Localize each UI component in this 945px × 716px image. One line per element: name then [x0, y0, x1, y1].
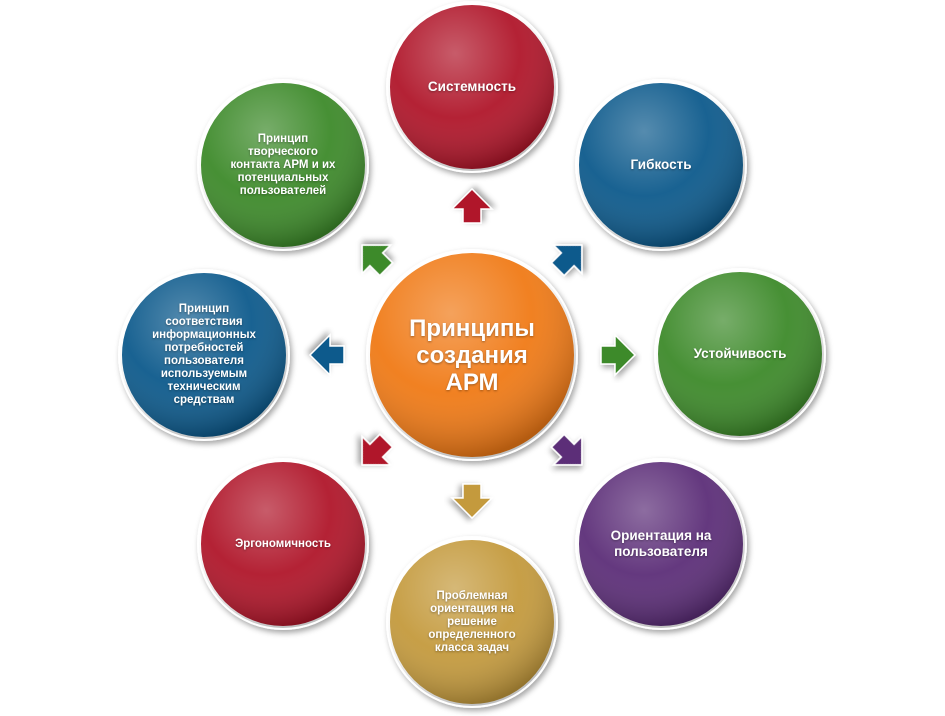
- arrow-up-left-icon: [361, 244, 394, 277]
- node-ustoychivost: [654, 268, 826, 440]
- node-gibkost: [575, 79, 747, 251]
- arrow-up-icon: [450, 187, 494, 224]
- node-label-gibkost: Гибкость: [630, 157, 692, 172]
- arrow-down-left-icon: [361, 433, 394, 466]
- center-circle-gloss: [368, 251, 576, 459]
- node-label-problemnaya-orientatsiya: Проблемная ориентация на решение определ…: [428, 589, 516, 654]
- arrow-down-icon: [450, 483, 494, 520]
- node-label-sootvetstvie: Принцип соответствия информационных потр…: [152, 303, 256, 406]
- node-label-ustoychivost: Устойчивость: [693, 346, 787, 361]
- center-label: Принципы создания АРМ: [409, 314, 535, 396]
- node-circle-gloss: [577, 460, 745, 628]
- node-circle-gloss: [199, 460, 367, 628]
- arrow-up-right-icon: [550, 244, 583, 277]
- center-node: [366, 249, 578, 461]
- node-circle-gloss: [656, 270, 824, 438]
- node-sootvetstvie: [118, 269, 290, 441]
- node-circle-gloss: [388, 3, 556, 171]
- node-circle-gloss: [388, 538, 556, 706]
- node-label-orientatsiya-polzovatelya: Ориентация на пользователя: [610, 528, 712, 559]
- node-label-tvorcheskiy-kontakt: Принцип творческого контакта АРМ и их по…: [230, 132, 336, 197]
- node-orientatsiya-polzovatelya: [575, 458, 747, 630]
- node-label-sistemnost: Системность: [427, 79, 517, 94]
- node-problemnaya-orientatsiya: [386, 536, 558, 708]
- arrow-left-icon: [308, 333, 345, 377]
- arrow-right-icon: [600, 333, 637, 377]
- node-circle-gloss: [120, 271, 288, 439]
- node-ergonomichnost: [197, 458, 369, 630]
- node-circle-gloss: [199, 81, 367, 249]
- node-sistemnost: [386, 1, 558, 173]
- node-label-ergonomichnost: Эргономичность: [235, 537, 331, 550]
- node-circle-gloss: [577, 81, 745, 249]
- arrow-down-right-icon: [550, 433, 583, 466]
- node-tvorcheskiy-kontakt: [197, 79, 369, 251]
